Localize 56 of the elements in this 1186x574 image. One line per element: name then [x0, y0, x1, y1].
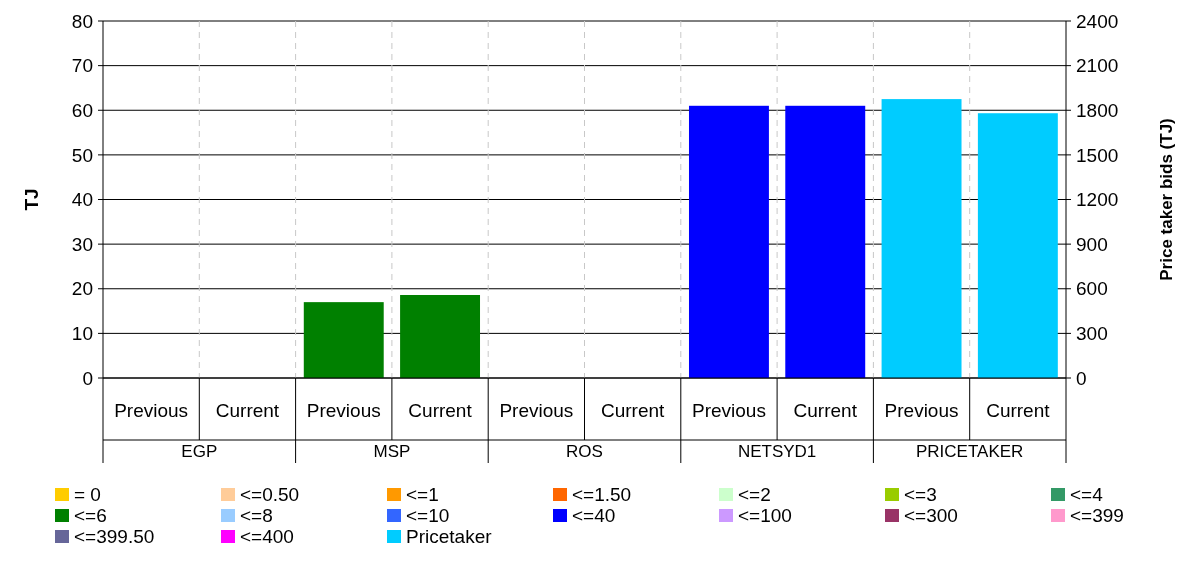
- legend-label: <=399: [1070, 504, 1124, 526]
- y2-tick-label: 1200: [1076, 189, 1119, 211]
- x-tick-label: Previous: [114, 399, 189, 421]
- text: EGP: [181, 441, 218, 461]
- y-tick-label: 20: [71, 278, 93, 300]
- text: NETSYD1: [737, 441, 817, 461]
- y-tick-label: 0: [82, 367, 93, 389]
- legend-label: <=399.50: [74, 525, 155, 547]
- legend-label: <=300: [904, 504, 958, 526]
- y-tick-label: 50: [71, 144, 93, 166]
- legend-label: <=1.50: [572, 483, 632, 505]
- legend-label: <=40: [572, 504, 616, 526]
- legend-label: <=400: [240, 525, 294, 547]
- x-tick-label: Current: [986, 399, 1051, 421]
- legend-label: <=2: [738, 483, 771, 505]
- bar: [400, 295, 481, 378]
- x-tick-label: Current: [793, 399, 858, 421]
- y2-tick-label: 1500: [1076, 144, 1119, 166]
- legend-label: <=10: [406, 504, 450, 526]
- bar: [688, 105, 769, 378]
- y2-tick-label: 0: [1076, 367, 1087, 389]
- y-tick-label: 80: [71, 10, 93, 32]
- x-tick-label: Current: [215, 399, 280, 421]
- y-tick-label: 30: [71, 233, 93, 255]
- y2-tick-label: 900: [1076, 233, 1108, 255]
- y2-tick-label: 2400: [1076, 10, 1119, 32]
- legend-label: Pricetaker: [406, 525, 493, 547]
- y2-tick-label: 300: [1076, 323, 1108, 345]
- y-tick-label: 40: [71, 189, 93, 211]
- legend-label: <=100: [738, 504, 792, 526]
- x-tick-label: Previous: [884, 399, 959, 421]
- legend-label: <=8: [240, 504, 273, 526]
- text: PRICETAKER: [916, 441, 1024, 461]
- y2-tick-label: 1800: [1076, 99, 1119, 121]
- x-tick-label: Previous: [306, 399, 381, 421]
- y2-axis-title: Price taker bids (TJ): [1157, 118, 1176, 281]
- legend-label: <=4: [1070, 483, 1104, 505]
- bar: [785, 105, 866, 378]
- x-tick-label: Current: [600, 399, 666, 421]
- y2-tick-label: 2100: [1076, 55, 1119, 77]
- legend-label: <=3: [904, 483, 937, 505]
- legend-label: <=0.50: [240, 483, 300, 505]
- y-tick-label: 10: [71, 323, 93, 345]
- y2-tick-label: 600: [1076, 278, 1108, 300]
- x-tick-label: Previous: [691, 399, 766, 421]
- legend-label: <=1: [406, 483, 439, 505]
- y-tick-label: 70: [71, 55, 93, 77]
- legend-label: = 0: [74, 483, 101, 505]
- text: MSP: [373, 441, 411, 461]
- bar: [303, 302, 384, 378]
- y-tick-label: 60: [71, 99, 93, 121]
- text: ROS: [566, 441, 603, 461]
- legend-label: <=6: [74, 504, 107, 526]
- x-tick-label: Previous: [499, 399, 574, 421]
- x-tick-label: Current: [408, 399, 473, 421]
- y-axis-title: TJ: [21, 188, 42, 211]
